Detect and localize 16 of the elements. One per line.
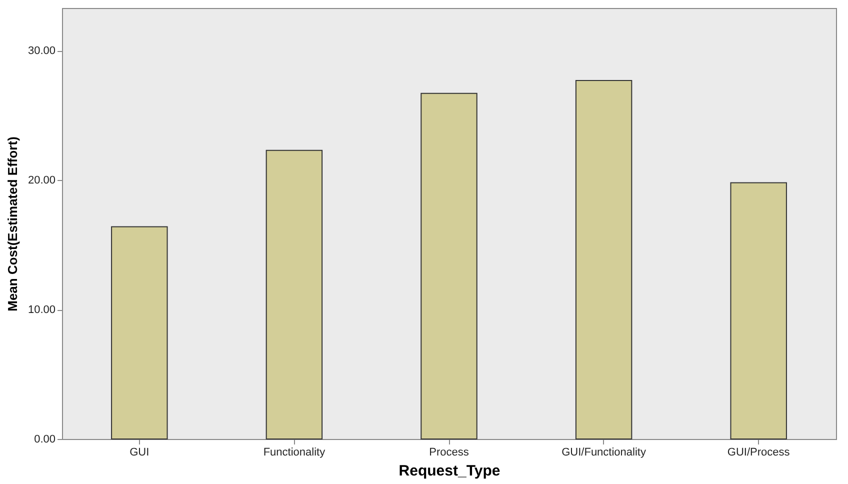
bar <box>575 80 632 440</box>
x-tick-label: GUI/Process <box>727 446 790 458</box>
x-tick-label: GUI/Functionality <box>562 446 646 458</box>
bar <box>266 150 323 440</box>
x-axis-title: Request_Type <box>398 462 500 480</box>
y-tick-label: 30.00 <box>28 45 56 58</box>
bar <box>420 92 478 440</box>
y-tick-label: 20.00 <box>28 174 56 187</box>
bar <box>730 182 787 440</box>
y-axis-title: Mean Cost(Estimated Effort) <box>4 136 20 312</box>
x-tick-label: GUI <box>130 446 150 458</box>
bar <box>111 226 168 440</box>
y-tick-label: 0.00 <box>34 434 56 446</box>
y-tick-label: 10.00 <box>28 304 56 316</box>
x-tick-label: Functionality <box>263 446 326 458</box>
x-tick-label: Process <box>429 446 470 458</box>
